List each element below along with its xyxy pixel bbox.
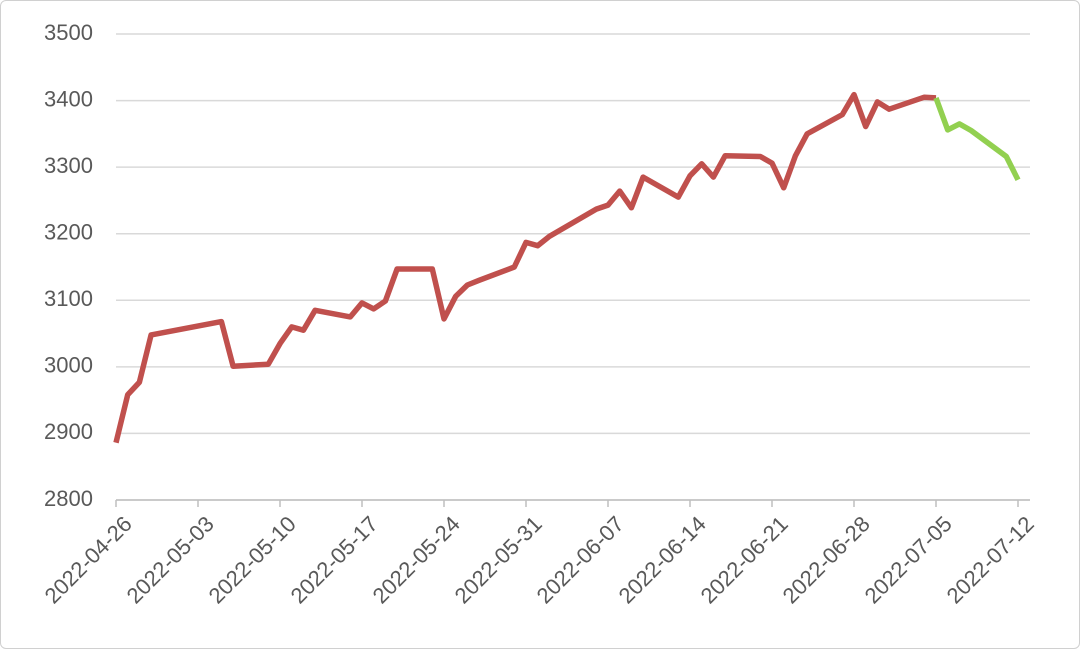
x-tick-label: 2022-05-17 <box>286 511 383 608</box>
x-tick-label: 2022-05-31 <box>450 511 547 608</box>
x-tick-label: 2022-07-12 <box>942 511 1039 608</box>
y-tick-label: 3100 <box>44 286 93 311</box>
x-tick-label: 2022-07-05 <box>860 511 957 608</box>
y-tick-label: 2900 <box>44 419 93 444</box>
y-tick-label: 2800 <box>44 486 93 511</box>
y-tick-label: 3500 <box>44 20 93 45</box>
y-tick-label: 3200 <box>44 220 93 245</box>
y-tick-label: 3000 <box>44 353 93 378</box>
x-tick-label: 2022-06-28 <box>778 511 875 608</box>
x-tick-label: 2022-05-10 <box>204 511 301 608</box>
y-tick-label: 3300 <box>44 153 93 178</box>
x-tick-label: 2022-06-21 <box>696 511 793 608</box>
series-line <box>113 91 937 444</box>
x-tick-label: 2022-06-14 <box>614 511 711 608</box>
x-tick-label: 2022-04-26 <box>40 511 137 608</box>
x-tick-label: 2022-05-03 <box>122 511 219 608</box>
x-tick-label: 2022-05-24 <box>368 511 465 608</box>
x-tick-label: 2022-06-07 <box>532 511 629 608</box>
y-tick-label: 3400 <box>44 86 93 111</box>
series-line <box>933 96 1021 182</box>
